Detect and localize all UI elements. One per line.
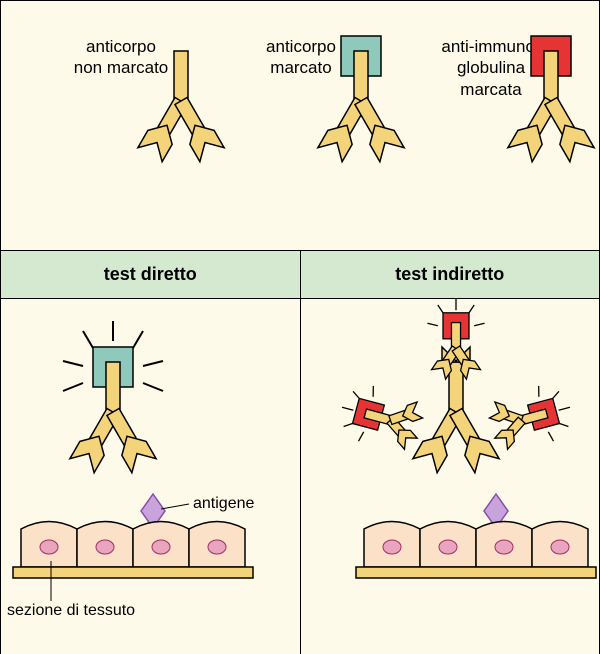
legend-item-marked: anticorpomarcato — [231, 31, 371, 79]
tissue-label: sezione di tessuto — [7, 602, 135, 620]
antibody-marked-icon — [301, 31, 421, 171]
direct-test-icon — [1, 299, 301, 654]
antibody-unmarked-icon — [121, 31, 241, 171]
header-indirect: test indiretto — [301, 251, 600, 298]
test-panels: antigene sezione di tessuto — [1, 299, 599, 654]
panel-indirect — [301, 299, 600, 654]
diagram-container: anticorponon marcato anticorpomarcato — [0, 0, 600, 654]
panel-direct: antigene sezione di tessuto — [1, 299, 301, 654]
header-direct: test diretto — [1, 251, 301, 298]
antibody-antiig-icon — [491, 31, 600, 171]
legend-item-antiig: anti-immuno-globulinamarcata — [416, 31, 566, 100]
antigen-label: antigene — [193, 495, 254, 513]
test-header-row: test diretto test indiretto — [1, 251, 599, 299]
indirect-test-icon — [301, 299, 600, 654]
legend-item-unmarked: anticorponon marcato — [51, 31, 191, 79]
legend-panel: anticorponon marcato anticorpomarcato — [1, 1, 599, 251]
